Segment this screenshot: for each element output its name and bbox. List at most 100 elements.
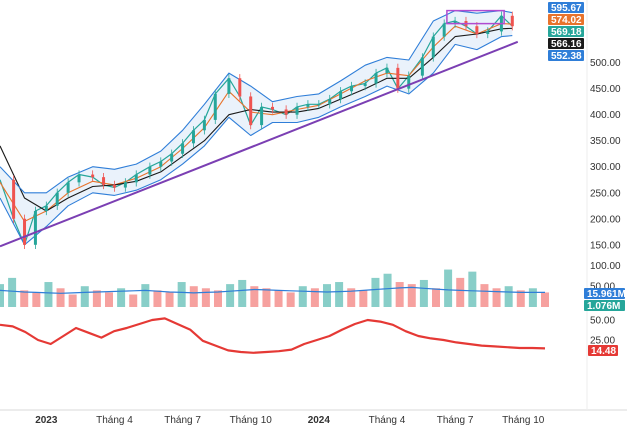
volume-bar bbox=[92, 290, 101, 307]
price-y-tick: 200.00 bbox=[590, 214, 621, 225]
candle-body bbox=[44, 205, 48, 211]
candle-body bbox=[170, 153, 174, 162]
candle-body bbox=[317, 104, 321, 106]
candle-body bbox=[284, 109, 288, 115]
price-badge: 552.38 bbox=[551, 51, 582, 62]
candle-body bbox=[431, 36, 435, 58]
volume-bar bbox=[298, 286, 307, 307]
volume-bar bbox=[444, 269, 453, 307]
volume-bar bbox=[262, 288, 271, 307]
volume-bar bbox=[419, 279, 428, 307]
price-y-tick: 250.00 bbox=[590, 188, 621, 199]
price-badge-bg bbox=[548, 14, 584, 25]
price-badge: 574.02 bbox=[551, 15, 582, 26]
volume-bar bbox=[105, 292, 113, 307]
candle-body bbox=[407, 75, 411, 89]
volume-bar bbox=[371, 277, 380, 307]
volume-bar bbox=[68, 294, 77, 307]
volume-badge-bg bbox=[584, 300, 625, 311]
highlight-box bbox=[446, 9, 505, 25]
candle-body bbox=[77, 174, 81, 183]
candle-body bbox=[363, 83, 367, 87]
volume-bar bbox=[347, 288, 356, 307]
volume-y-tick: 100.00 bbox=[590, 261, 621, 272]
x-axis-tick: Tháng 10 bbox=[502, 415, 545, 426]
volume-bar bbox=[189, 286, 198, 307]
support-trendline bbox=[0, 40, 519, 248]
x-axis-tick: 2023 bbox=[35, 415, 58, 426]
x-axis-tick: Tháng 4 bbox=[96, 415, 133, 426]
x-axis-tick: 2024 bbox=[308, 415, 331, 426]
x-axis-tick: Tháng 4 bbox=[369, 415, 406, 426]
price-badge: 569.18 bbox=[551, 27, 582, 38]
volume-bar bbox=[141, 284, 150, 307]
volume-bar bbox=[383, 273, 392, 307]
x-axis-tick: Tháng 7 bbox=[164, 415, 201, 426]
volume-bar bbox=[226, 284, 235, 307]
volume-bar bbox=[504, 286, 513, 307]
candle-body bbox=[442, 23, 446, 37]
candle-body bbox=[510, 15, 514, 27]
candle-body bbox=[238, 78, 242, 97]
price-y-tick: 450.00 bbox=[590, 84, 621, 95]
volume-bar bbox=[286, 292, 295, 307]
volume-bar bbox=[492, 288, 501, 307]
volume-bar bbox=[153, 290, 162, 307]
candle-body bbox=[420, 57, 424, 76]
volume-bar bbox=[395, 282, 404, 307]
volume-bar bbox=[480, 284, 489, 307]
candle-body bbox=[134, 174, 138, 183]
price-panel bbox=[0, 9, 519, 249]
volume-bar bbox=[310, 288, 319, 307]
volume-bar bbox=[359, 290, 368, 307]
candle-body bbox=[271, 106, 274, 110]
candle-body bbox=[33, 210, 37, 245]
candle-body bbox=[374, 73, 378, 84]
series-line-bb_upper bbox=[0, 10, 513, 194]
volume-ma-line bbox=[0, 286, 545, 294]
volume-bar bbox=[407, 284, 416, 307]
price-badge: 566.16 bbox=[551, 39, 582, 50]
price-y-tick: 350.00 bbox=[590, 136, 621, 147]
volume-bar bbox=[117, 288, 126, 307]
volume-bar bbox=[214, 290, 222, 307]
volume-bar bbox=[238, 279, 247, 307]
candle-body bbox=[213, 93, 217, 120]
price-badge: 595.67 bbox=[551, 3, 582, 14]
candle-body bbox=[191, 130, 195, 144]
candle-body bbox=[181, 143, 185, 154]
series-line-close bbox=[0, 15, 513, 246]
oscillator-badge: 14.48 bbox=[591, 346, 616, 357]
price-y-tick: 300.00 bbox=[590, 162, 621, 173]
oscillator-y-tick: 50.00 bbox=[590, 316, 615, 327]
volume-bar bbox=[56, 288, 65, 307]
candle-body bbox=[12, 179, 16, 219]
candle-body bbox=[66, 182, 70, 193]
candle-body bbox=[102, 177, 106, 185]
price-y-tick: 150.00 bbox=[590, 240, 621, 251]
volume-bar bbox=[80, 286, 89, 307]
volume-badge: 15.961M bbox=[587, 289, 626, 300]
candle-body bbox=[112, 184, 116, 188]
candle-body bbox=[350, 86, 354, 92]
candle-body bbox=[148, 166, 152, 175]
price-badge-bg bbox=[548, 50, 584, 61]
volume-bar bbox=[528, 288, 537, 307]
candle-body bbox=[486, 31, 490, 35]
candle-body bbox=[385, 67, 389, 74]
volume-bar bbox=[274, 290, 283, 307]
volume-bar bbox=[20, 290, 29, 307]
candle-body bbox=[295, 106, 299, 115]
x-axis-tick: Tháng 10 bbox=[230, 415, 273, 426]
volume-badge: 1.076M bbox=[587, 301, 620, 312]
candle-body bbox=[339, 91, 343, 100]
volume-bar bbox=[250, 286, 259, 307]
volume-bar bbox=[432, 288, 440, 307]
volume-bar bbox=[177, 282, 186, 307]
x-axis-tick: Tháng 7 bbox=[437, 415, 474, 426]
volume-badge-bg bbox=[584, 288, 625, 299]
candle-body bbox=[249, 96, 253, 126]
volume-panel bbox=[0, 269, 549, 307]
